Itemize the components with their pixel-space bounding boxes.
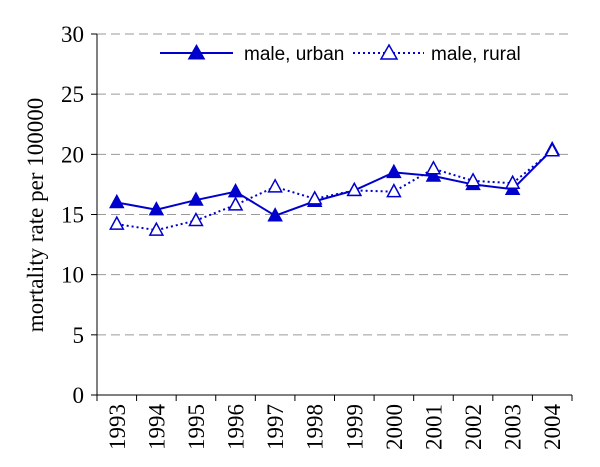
- data-point: [109, 215, 125, 230]
- series-layer: [109, 140, 560, 236]
- x-tick-label: 1993: [105, 404, 130, 450]
- data-point: [227, 196, 244, 211]
- data-point: [188, 211, 204, 227]
- y-axis-title: mortality rate per 100000: [23, 98, 48, 332]
- y-tick-label: 30: [61, 22, 84, 47]
- gridlines: [97, 33, 572, 336]
- y-tick-label: 15: [61, 203, 84, 228]
- y-tick-labels: 0 5 10 15 20 25 30: [61, 22, 84, 408]
- data-point: [465, 172, 481, 187]
- x-tick-label: 2004: [540, 404, 565, 451]
- x-tick-label: 1999: [342, 404, 367, 450]
- legend-marker-urban: [187, 43, 206, 60]
- data-point: [267, 178, 283, 193]
- legend-label-urban: male, urban: [244, 44, 344, 65]
- data-point: [544, 142, 560, 157]
- x-tick-label: 2003: [501, 404, 526, 450]
- x-tick-labels: 1993 1994 1995 1996 1997 1998 1999 2000 2001 2002…: [105, 404, 565, 451]
- data-point: [188, 191, 204, 206]
- legend-marker-rural: [379, 43, 399, 60]
- data-point: [504, 174, 521, 189]
- x-tick-label: 1994: [144, 404, 169, 451]
- y-tick-label: 0: [73, 383, 85, 408]
- y-tick-label: 20: [61, 142, 84, 167]
- x-tick-label: 1997: [263, 404, 288, 450]
- x-tick-label: 2002: [461, 404, 486, 450]
- axes: [91, 33, 573, 401]
- data-point: [386, 163, 402, 179]
- series-line: [116, 149, 553, 232]
- y-tick-label: 25: [61, 82, 84, 107]
- y-tick-label: 5: [73, 323, 85, 348]
- x-tick-label: 1995: [184, 404, 209, 450]
- x-tick-label: 2000: [382, 404, 407, 450]
- y-tick-label: 10: [61, 263, 84, 288]
- data-point: [425, 167, 442, 182]
- data-point: [109, 193, 125, 209]
- data-point: [227, 183, 244, 198]
- data-point: [386, 183, 402, 198]
- series-line: [116, 148, 553, 217]
- legend: male, urban male, rural: [156, 35, 544, 71]
- data-point: [306, 190, 323, 205]
- data-point: [425, 160, 442, 175]
- legend-label-rural: male, rural: [431, 44, 521, 65]
- data-point: [267, 207, 283, 222]
- series-male-rural: [109, 142, 560, 236]
- x-tick-label: 1998: [303, 404, 328, 450]
- data-point: [148, 221, 165, 236]
- x-tick-label: 2001: [421, 404, 446, 450]
- x-tick-label: 1996: [224, 404, 249, 450]
- data-point: [148, 201, 165, 216]
- data-point: [346, 181, 363, 197]
